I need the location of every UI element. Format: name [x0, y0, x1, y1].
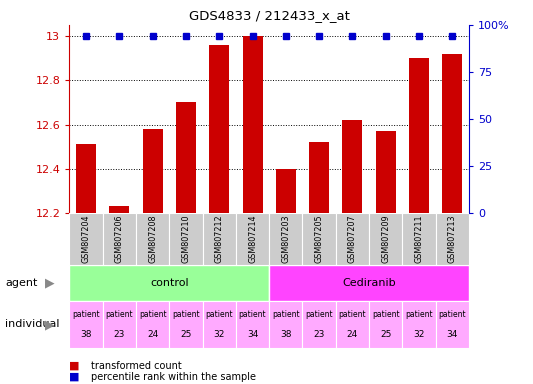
- Text: patient: patient: [139, 310, 166, 319]
- Bar: [236, 213, 269, 265]
- Bar: [376, 131, 395, 213]
- Bar: [269, 301, 303, 348]
- Bar: [69, 301, 102, 348]
- Bar: [136, 213, 169, 265]
- Text: 23: 23: [313, 330, 325, 339]
- Text: GSM807210: GSM807210: [181, 215, 190, 263]
- Bar: [436, 301, 469, 348]
- Title: GDS4833 / 212433_x_at: GDS4833 / 212433_x_at: [189, 9, 350, 22]
- Bar: [303, 213, 336, 265]
- Text: GSM807208: GSM807208: [148, 215, 157, 263]
- Bar: [276, 169, 296, 213]
- Text: 32: 32: [414, 330, 425, 339]
- Text: ▶: ▶: [45, 318, 54, 331]
- Bar: [169, 213, 203, 265]
- Text: patient: patient: [239, 310, 266, 319]
- Text: 24: 24: [347, 330, 358, 339]
- Bar: [102, 213, 136, 265]
- Text: 38: 38: [80, 330, 92, 339]
- Bar: [203, 301, 236, 348]
- Text: patient: patient: [72, 310, 100, 319]
- Bar: [143, 129, 163, 213]
- Text: patient: patient: [106, 310, 133, 319]
- Bar: [336, 213, 369, 265]
- Text: GSM807211: GSM807211: [415, 215, 424, 263]
- Text: ▶: ▶: [45, 277, 54, 290]
- Text: GSM807212: GSM807212: [215, 215, 224, 263]
- Bar: [176, 103, 196, 213]
- Text: GSM807214: GSM807214: [248, 215, 257, 263]
- Text: 34: 34: [447, 330, 458, 339]
- Bar: [369, 213, 402, 265]
- Bar: [69, 213, 102, 265]
- Text: 24: 24: [147, 330, 158, 339]
- Text: control: control: [150, 278, 189, 288]
- Text: patient: patient: [372, 310, 400, 319]
- Text: GSM807207: GSM807207: [348, 215, 357, 263]
- Bar: [102, 301, 136, 348]
- Bar: [343, 120, 362, 213]
- Text: 23: 23: [114, 330, 125, 339]
- Text: patient: patient: [305, 310, 333, 319]
- Text: 25: 25: [180, 330, 191, 339]
- Bar: [109, 207, 129, 213]
- Bar: [243, 36, 262, 213]
- Text: GSM807213: GSM807213: [448, 215, 457, 263]
- Bar: [309, 142, 329, 213]
- Text: GSM807206: GSM807206: [115, 215, 124, 263]
- Bar: [76, 144, 96, 213]
- Text: patient: patient: [205, 310, 233, 319]
- Text: 25: 25: [380, 330, 391, 339]
- Bar: [269, 265, 469, 301]
- Text: patient: patient: [439, 310, 466, 319]
- Bar: [369, 301, 402, 348]
- Bar: [236, 301, 269, 348]
- Text: patient: patient: [272, 310, 300, 319]
- Text: ■: ■: [69, 361, 80, 371]
- Text: patient: patient: [338, 310, 366, 319]
- Text: individual: individual: [5, 319, 60, 329]
- Text: Cediranib: Cediranib: [342, 278, 396, 288]
- Text: ■: ■: [69, 372, 80, 382]
- Text: agent: agent: [5, 278, 38, 288]
- Bar: [409, 58, 429, 213]
- Bar: [303, 301, 336, 348]
- Bar: [69, 265, 269, 301]
- Text: percentile rank within the sample: percentile rank within the sample: [91, 372, 256, 382]
- Bar: [169, 301, 203, 348]
- Bar: [402, 301, 436, 348]
- Bar: [209, 45, 229, 213]
- Bar: [269, 213, 303, 265]
- Text: GSM807209: GSM807209: [381, 215, 390, 263]
- Bar: [402, 213, 436, 265]
- Text: GSM807204: GSM807204: [82, 215, 91, 263]
- Text: patient: patient: [405, 310, 433, 319]
- Text: GSM807205: GSM807205: [314, 215, 324, 263]
- Bar: [436, 213, 469, 265]
- Bar: [442, 54, 463, 213]
- Bar: [336, 301, 369, 348]
- Text: GSM807203: GSM807203: [281, 215, 290, 263]
- Text: 38: 38: [280, 330, 292, 339]
- Text: 34: 34: [247, 330, 258, 339]
- Bar: [203, 213, 236, 265]
- Text: patient: patient: [172, 310, 200, 319]
- Bar: [136, 301, 169, 348]
- Text: transformed count: transformed count: [91, 361, 181, 371]
- Text: 32: 32: [214, 330, 225, 339]
